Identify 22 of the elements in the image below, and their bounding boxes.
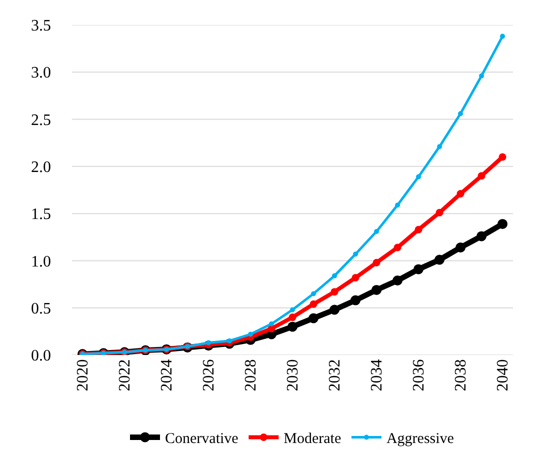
x-tick-label: 2030 [284, 359, 302, 392]
y-tick-label: 1.5 [31, 206, 51, 224]
x-tick-label: 2028 [242, 359, 260, 392]
legend-label: Moderate [284, 431, 342, 448]
x-tick-label: 2026 [200, 359, 218, 392]
x-tick-label: 2020 [74, 359, 92, 392]
x-tick-label: 2034 [368, 359, 386, 392]
x-tick-label: 2036 [410, 359, 428, 392]
x-tick-label: 2022 [116, 359, 134, 392]
y-tick-label: 0.5 [31, 300, 51, 318]
y-tick-label: 3.5 [31, 18, 51, 35]
legend-label: Aggressive [386, 431, 454, 448]
y-tick-label: 0.0 [31, 348, 51, 365]
legend-label: Conervative [165, 431, 239, 448]
y-tick-label: 1.0 [31, 253, 51, 270]
y-tick-label: 2.0 [31, 159, 51, 176]
x-tick-label: 2040 [494, 359, 512, 392]
y-tick-label: 3.0 [31, 64, 51, 82]
x-tick-label: 2024 [158, 359, 176, 392]
x-tick-label: 2038 [452, 359, 470, 392]
y-tick-label: 2.5 [31, 112, 51, 129]
x-tick-label: 2032 [326, 359, 344, 392]
